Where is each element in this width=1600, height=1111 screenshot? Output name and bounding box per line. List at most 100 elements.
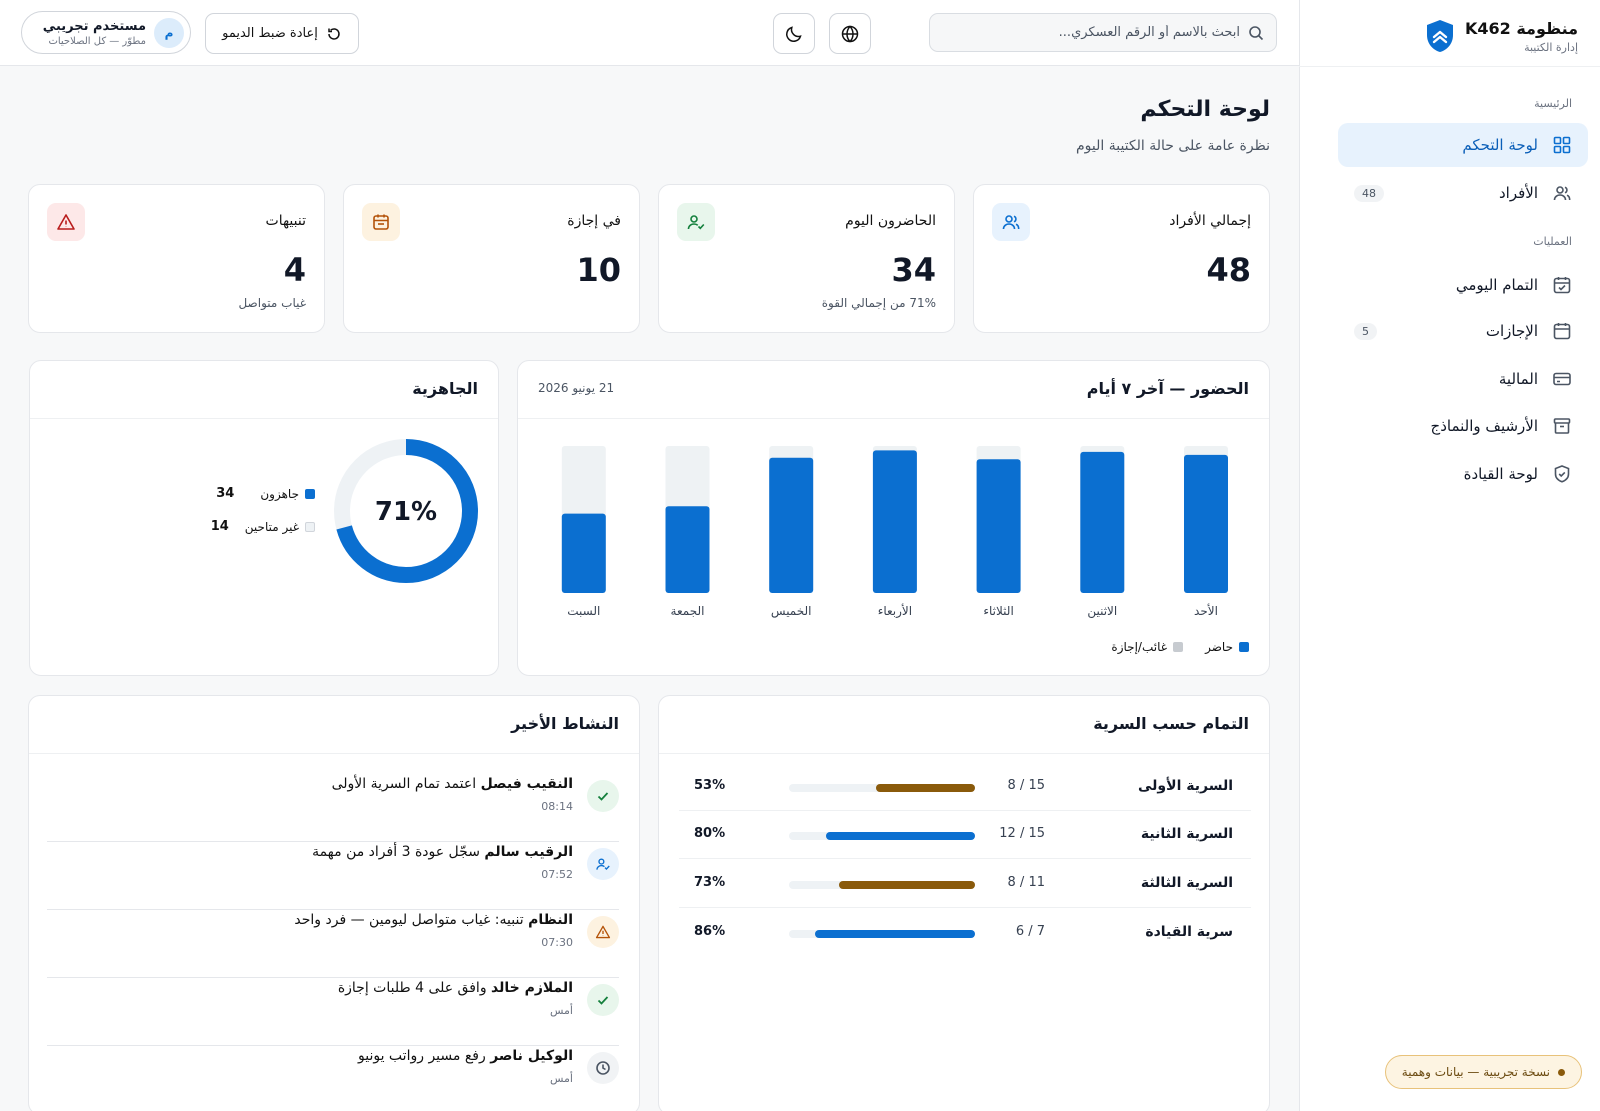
sidebar-item-label: المالية	[1498, 370, 1538, 388]
brand-shield-icon	[1426, 20, 1453, 52]
stat-value: 34	[891, 251, 936, 289]
card-title: الجاهزية	[412, 379, 478, 398]
unit-progress-fill	[876, 784, 975, 792]
legend-label: حاضر	[1205, 640, 1233, 654]
activity-item: الملازم خالد وافق على 4 طلبات إجازة أمس	[47, 978, 619, 1046]
unit-row: السرية الثانية 12 / 15 80%	[679, 810, 1251, 859]
bar-present	[976, 459, 1021, 593]
x-tick-label: الخميس	[771, 604, 812, 619]
stat-value: 10	[576, 251, 621, 289]
stat-title: تنبيهات	[265, 213, 306, 229]
unit-percent: 86%	[694, 924, 726, 939]
sidebar-item-archive[interactable]: الأرشيف والنماذج	[1338, 404, 1588, 448]
stat-footer: 71% من إجمالي القوة	[821, 296, 936, 310]
row-divider	[679, 810, 1251, 811]
demo-label: نسخة تجريبية — بيانات وهمية	[1401, 1065, 1550, 1079]
unit-name: السرية الثانية	[1140, 826, 1233, 842]
users-icon	[1553, 186, 1571, 201]
stat-card-leave: في إجازة 10	[343, 184, 640, 333]
page-subtitle: نظرة عامة على حالة الكتيبة اليوم	[1075, 138, 1270, 154]
demo-badge: نسخة تجريبية — بيانات وهمية	[1384, 1055, 1582, 1089]
sidebar-item-leaves[interactable]: الإجازات 5	[1338, 309, 1588, 353]
activity-time: 07:52	[541, 868, 573, 881]
sidebar-item-daily-roll[interactable]: التمام اليومي	[1338, 263, 1588, 307]
unit-percent: 53%	[694, 778, 726, 793]
card-divider	[29, 753, 639, 754]
bar-present	[769, 457, 814, 593]
row-divider	[47, 1045, 619, 1046]
brand-subtitle: إدارة الكتيبة	[1524, 40, 1578, 54]
theme-toggle-button[interactable]	[773, 13, 815, 54]
legend-label: غائب/إجازة	[1111, 640, 1167, 654]
unit-progress-track	[789, 784, 975, 792]
row-divider	[47, 841, 619, 842]
activity-icon	[587, 916, 619, 948]
unit-progress-fill	[815, 930, 975, 938]
brand: منظومة K462 إدارة الكتيبة	[1425, 14, 1578, 58]
card-title: النشاط الأخير	[511, 714, 619, 733]
legend-swatch	[305, 488, 315, 499]
language-button[interactable]	[829, 13, 871, 54]
user-name: مستخدم تجريبي	[42, 18, 146, 34]
nav-section-operations: العمليات	[1533, 235, 1572, 248]
activity-text: النقيب فيصل اعتمد تمام السرية الأولى	[332, 776, 573, 792]
legend-swatch	[1173, 642, 1183, 652]
archive-icon	[1553, 418, 1571, 434]
activity-item: النقيب فيصل اعتمد تمام السرية الأولى 08:…	[47, 774, 619, 842]
page-title: لوحة التحكم	[1140, 97, 1270, 122]
row-divider	[47, 977, 619, 978]
unit-percent: 73%	[694, 875, 726, 890]
user-menu[interactable]: م مستخدم تجريبي مطوّر — كل الصلاحيات	[21, 11, 191, 54]
dashboard-icon	[1553, 136, 1571, 154]
bar-present	[561, 513, 606, 593]
bar-present	[872, 450, 917, 593]
sidebar-item-label: الأرشيف والنماذج	[1430, 417, 1538, 435]
legend-item-present: حاضر	[1205, 640, 1249, 654]
x-tick-label: السبت	[567, 604, 600, 618]
unit-progress-track	[789, 881, 975, 889]
unit-progress-fill	[839, 881, 975, 889]
x-tick-label: الأحد	[1194, 603, 1218, 618]
activity-time: 08:14	[541, 800, 573, 813]
stat-value: 48	[1206, 251, 1251, 289]
attendance-chart-card: الحضور — آخر ٧ أيام 21 يونيو 2026 الأحد ا…	[517, 360, 1270, 676]
unit-name: السرية الثالثة	[1140, 875, 1233, 891]
stat-card-total: إجمالي الأفراد 48	[973, 184, 1270, 333]
alert-icon	[57, 214, 75, 230]
sidebar: منظومة K462 إدارة الكتيبة الرئيسية لوحة …	[1299, 0, 1600, 1111]
calendar-check-icon	[1553, 277, 1571, 294]
reset-demo-button[interactable]: إعادة ضبط الديمو	[205, 13, 359, 54]
units-roll-card: التمام حسب السرية السرية الأولى 8 / 15 5…	[658, 695, 1270, 1111]
sidebar-item-personnel[interactable]: الأفراد 48	[1338, 171, 1588, 215]
activity-actor: النظام	[528, 912, 573, 928]
readiness-percent: 71%	[374, 497, 438, 527]
stat-card-present: الحاضرون اليوم 34 71% من إجمالي القوة	[658, 184, 955, 333]
search-input[interactable]	[942, 25, 1240, 40]
legend-item-ready: جاهزون 34	[216, 486, 315, 501]
top-header: إعادة ضبط الديمو م مستخدم تجريبي مطوّر —…	[0, 0, 1299, 66]
legend-value: 34	[216, 486, 235, 501]
x-tick-label: الجمعة	[671, 604, 705, 618]
credit-card-icon	[1553, 372, 1571, 386]
user-check-icon	[596, 858, 610, 871]
unit-progress-track	[789, 832, 975, 840]
search-box[interactable]	[929, 13, 1277, 52]
unit-percent: 80%	[694, 826, 726, 841]
alert-icon	[595, 925, 611, 939]
sidebar-item-command[interactable]: لوحة القيادة	[1338, 452, 1588, 496]
bar-present	[1080, 451, 1125, 593]
activity-text: الملازم خالد وافق على 4 طلبات إجازة	[338, 980, 573, 996]
sidebar-item-dashboard[interactable]: لوحة التحكم	[1338, 123, 1588, 167]
activity-text: الرقيب سالم سجّل عودة 3 أفراد من مهمة	[312, 844, 573, 860]
bar-present	[665, 506, 710, 593]
activity-actor: الوكيل ناصر	[490, 1048, 573, 1064]
card-title: التمام حسب السرية	[1093, 714, 1249, 733]
row-divider	[47, 909, 619, 910]
donut-slice-ready	[334, 439, 478, 583]
clock-icon	[596, 1061, 610, 1075]
x-tick-label: الثلاثاء	[983, 604, 1013, 618]
activity-actor: النقيب فيصل	[480, 776, 573, 792]
count-badge: 48	[1354, 184, 1384, 202]
stat-value: 4	[283, 251, 306, 289]
sidebar-item-finance[interactable]: المالية	[1338, 357, 1588, 401]
